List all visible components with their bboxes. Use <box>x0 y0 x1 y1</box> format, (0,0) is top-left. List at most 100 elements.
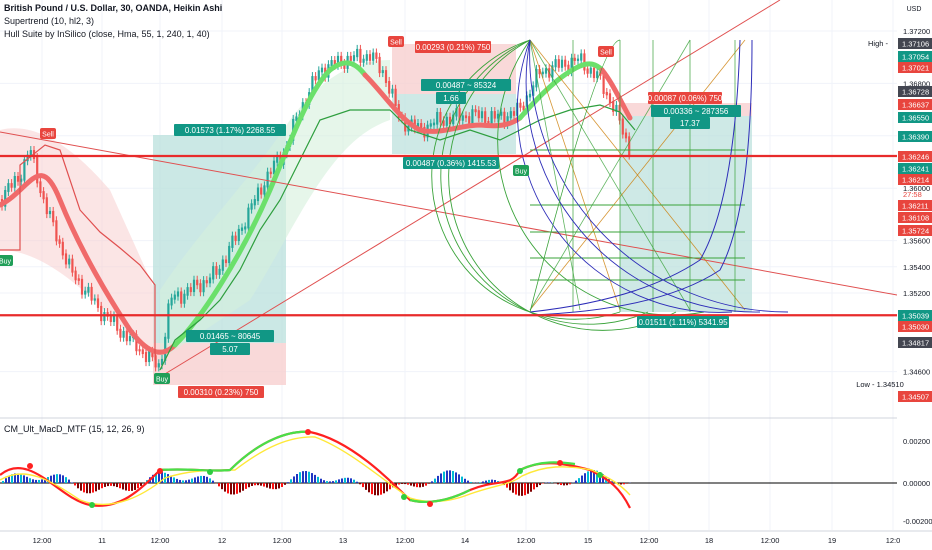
macd-histogram-bar <box>89 483 91 494</box>
macd-histogram-bar <box>587 471 589 483</box>
macd-histogram-bar <box>263 483 265 487</box>
macd-histogram-bar <box>167 474 169 483</box>
hull-suite-legend[interactable]: Hull Suite by InSilico (close, Hma, 55, … <box>4 29 210 39</box>
candle-body <box>173 294 176 300</box>
price-tick-label: 1.35400 <box>903 263 930 272</box>
macd-histogram-bar <box>368 483 370 493</box>
candle-body <box>493 111 496 119</box>
candle-body <box>208 277 212 284</box>
macd-histogram-bar <box>197 476 199 483</box>
candle-body <box>359 48 362 63</box>
candle-body <box>576 58 580 61</box>
time-tick-label: 12:00 <box>396 536 415 545</box>
supertrend-line <box>0 104 636 371</box>
time-tick-label: 12:00 <box>640 536 659 545</box>
macd-histogram-bar <box>431 481 433 483</box>
time-tick-label: 13 <box>339 536 347 545</box>
candle-body <box>20 178 23 182</box>
candle-body <box>87 286 90 293</box>
macd-histogram-bar <box>83 483 85 493</box>
candle-body <box>199 283 202 293</box>
macd-histogram-bar <box>86 483 88 494</box>
candle-body <box>544 68 548 74</box>
macd-histogram-bar <box>101 483 103 489</box>
candle-body <box>4 189 7 207</box>
macd-histogram-bar <box>506 483 508 488</box>
candle-body <box>247 207 250 229</box>
candle-body <box>608 93 612 104</box>
macd-cross-dot <box>27 463 33 469</box>
macd-tick-label: 0.00000 <box>903 479 930 488</box>
macd-histogram-bar <box>59 474 61 483</box>
macd-legend[interactable]: CM_Ult_MacD_MTF (15, 12, 26, 9) <box>4 424 145 434</box>
candle-body <box>583 53 586 71</box>
macd-histogram-bar <box>377 483 379 496</box>
candle-body <box>71 258 74 273</box>
candle-body <box>477 110 480 119</box>
macd-histogram-bar <box>575 480 577 483</box>
candle-body <box>349 55 352 61</box>
macd-histogram-bar <box>518 483 520 496</box>
candle-body <box>256 187 260 202</box>
position-label-text: 17.37 <box>680 119 701 128</box>
candle-body <box>551 65 554 78</box>
price-tag-box <box>898 86 932 97</box>
macd-histogram-bar <box>569 483 571 485</box>
chart-legend: British Pound / U.S. Dollar, 30, OANDA, … <box>4 2 222 41</box>
candle-body <box>100 305 103 322</box>
macd-histogram-bar <box>287 482 289 483</box>
macd-histogram-bar <box>293 476 295 483</box>
candle-body <box>196 279 199 286</box>
macd-histogram-bar <box>302 471 304 483</box>
macd-histogram-bar <box>563 483 565 486</box>
candle-body <box>420 123 423 129</box>
price-tag-box <box>898 200 932 211</box>
candle-body <box>586 68 589 74</box>
fib-arc <box>431 39 621 320</box>
macd-histogram-bar <box>593 470 595 483</box>
macd-histogram-bar <box>362 483 364 488</box>
macd-histogram-bar <box>176 478 178 483</box>
macd-histogram-bar <box>32 479 34 483</box>
position-label-box <box>174 124 286 136</box>
candle-body <box>567 64 570 73</box>
candle-body <box>314 76 317 81</box>
macd-cross-dot <box>517 468 523 474</box>
position-label-box <box>421 79 511 91</box>
macd-cross-dot <box>427 501 433 507</box>
candle-body <box>352 55 356 61</box>
macd-histogram-bar <box>374 483 376 496</box>
macd-histogram-bar <box>182 480 184 483</box>
candle-body <box>554 59 557 68</box>
price-tag-text: 1.36214 <box>902 176 929 185</box>
price-tag-text: 1.34817 <box>902 339 929 348</box>
price-tag-box <box>898 151 932 162</box>
candle-body <box>141 349 144 355</box>
macd-histogram-bar <box>212 480 214 483</box>
gann-fan-line <box>529 39 621 311</box>
candle-body <box>564 59 567 67</box>
candle-body <box>592 67 596 79</box>
price-tag-text: 1.36550 <box>902 114 929 123</box>
macd-histogram-bar <box>392 483 394 488</box>
supertrend-up-2 <box>519 104 636 131</box>
candle-body <box>231 235 234 248</box>
candle-body <box>295 116 298 121</box>
price-tag-text: 1.36637 <box>902 101 929 110</box>
price-tick-label: 1.37200 <box>903 27 930 36</box>
macd-histogram-bar <box>131 483 133 491</box>
candle-body <box>189 287 192 293</box>
candle-body <box>90 286 93 301</box>
heikin-ashi-candles <box>0 44 631 372</box>
price-tick-label: 1.36000 <box>903 184 930 193</box>
macd-histogram-bar <box>467 480 469 483</box>
macd-histogram-bar <box>341 478 343 483</box>
candle-body <box>260 187 263 195</box>
candle-body <box>439 111 442 123</box>
macd-histogram-bar <box>404 483 406 485</box>
supertrend-legend[interactable]: Supertrend (10, hl2, 3) <box>4 16 95 26</box>
candle-body <box>490 111 493 124</box>
macd-histogram-bar <box>203 475 205 483</box>
